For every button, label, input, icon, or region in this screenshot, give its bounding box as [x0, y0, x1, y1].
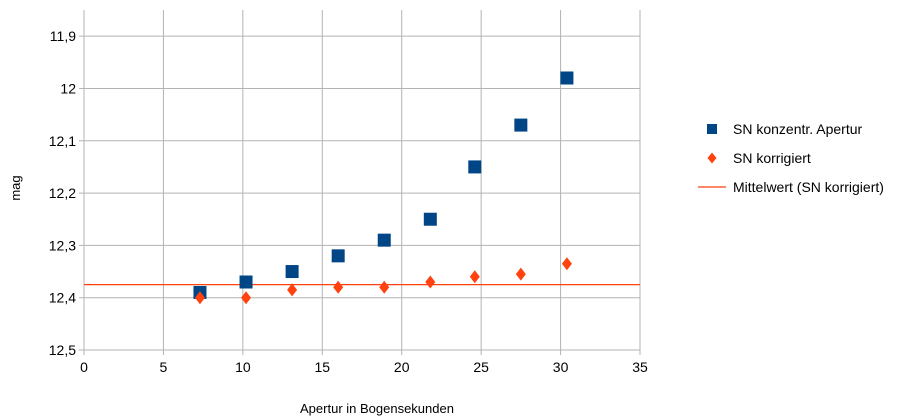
data-point-square: [468, 160, 482, 174]
x-tick-label: 20: [394, 359, 410, 375]
y-tick-labels: 11,9 12 12,1 12,2 12,3 12,4 12,5: [49, 28, 76, 358]
legend-item-mittelwert: Mittelwert (SN korrigiert): [698, 179, 884, 195]
y-axis-title: mag: [8, 175, 23, 200]
data-point-diamond: [515, 267, 526, 281]
data-point-diamond: [287, 283, 298, 297]
x-tick-label: 0: [80, 359, 88, 375]
data-point-square: [285, 265, 299, 279]
data-point-square: [377, 233, 391, 247]
y-tick-label: 12,1: [49, 133, 76, 149]
x-tick-labels: 0 5 10 15 20 25 30 35: [80, 359, 648, 375]
legend-label: SN korrigiert: [733, 150, 811, 166]
data-point-diamond: [379, 280, 390, 294]
grid: [79, 10, 641, 355]
legend-label: Mittelwert (SN korrigiert): [733, 179, 884, 195]
legend-item-sn-korrigiert: SN korrigiert: [707, 150, 811, 166]
series-1: [194, 257, 572, 305]
y-tick-label: 12,4: [49, 290, 76, 306]
series-0: [193, 71, 574, 299]
data-point-diamond: [194, 291, 205, 305]
legend: SN konzentr. Apertur SN korrigiert Mitte…: [698, 121, 884, 195]
data-point-diamond: [241, 291, 252, 305]
legend-item-sn-konzentr: SN konzentr. Apertur: [707, 121, 863, 137]
y-tick-label: 12,5: [49, 342, 76, 358]
x-tick-label: 15: [314, 359, 330, 375]
data-point-square: [560, 71, 574, 85]
y-tick-label: 11,9: [50, 28, 76, 44]
legend-label: SN konzentr. Apertur: [733, 121, 863, 137]
y-tick-label: 12,3: [49, 237, 76, 253]
legend-marker-diamond: [707, 152, 717, 164]
data-point-square: [423, 212, 437, 226]
data-point-square: [331, 249, 345, 263]
data-point-diamond: [561, 257, 572, 271]
x-tick-label: 10: [235, 359, 251, 375]
y-tick-label: 12,2: [49, 185, 76, 201]
x-axis-title: Apertur in Bogensekunden: [300, 401, 454, 416]
x-tick-label: 5: [160, 359, 168, 375]
x-tick-label: 25: [473, 359, 489, 375]
legend-marker-square: [707, 124, 717, 134]
axes: [83, 10, 640, 351]
data-point-diamond: [469, 270, 480, 284]
data-point-square: [514, 118, 528, 132]
x-tick-label: 35: [632, 359, 648, 375]
data-point-diamond: [425, 275, 436, 289]
data-point-diamond: [333, 280, 344, 294]
data-point-square: [239, 275, 253, 289]
x-tick-label: 30: [553, 359, 569, 375]
data-series: [193, 71, 574, 305]
y-tick-label: 12: [60, 80, 76, 96]
